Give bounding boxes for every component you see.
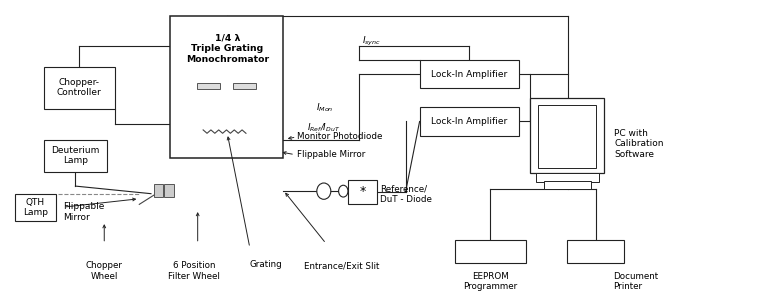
Text: *: * (360, 186, 366, 198)
Text: $\mathit{I}_{Mon}$: $\mathit{I}_{Mon}$ (316, 102, 334, 114)
Bar (544, 181, 591, 189)
Text: Document
Printer: Document Printer (612, 272, 658, 291)
Bar (154, 184, 164, 197)
Ellipse shape (339, 185, 348, 197)
Bar (197, 83, 220, 89)
Text: PC with
Calibration
Software: PC with Calibration Software (614, 129, 664, 159)
Bar (44, 140, 108, 172)
Bar (15, 194, 56, 221)
Bar (567, 240, 623, 263)
Bar (420, 60, 519, 88)
Bar (538, 105, 597, 168)
Text: Chopper
Wheel: Chopper Wheel (86, 261, 122, 281)
Bar (348, 181, 377, 203)
Text: Lock-In Amplifier: Lock-In Amplifier (431, 117, 508, 126)
Text: Entrance/Exit Slit: Entrance/Exit Slit (304, 261, 380, 270)
Text: Monitor Photodiode: Monitor Photodiode (296, 132, 382, 141)
Bar (455, 240, 526, 263)
Text: Grating: Grating (250, 260, 282, 269)
Ellipse shape (317, 183, 331, 199)
Text: $\mathit{I}_{sync}$: $\mathit{I}_{sync}$ (362, 35, 381, 48)
Text: 6 Position
Filter Wheel: 6 Position Filter Wheel (168, 261, 220, 281)
Bar (232, 83, 256, 89)
Bar (537, 173, 599, 182)
Bar (420, 107, 519, 136)
Text: Flippable Mirror: Flippable Mirror (296, 150, 365, 159)
Bar (171, 16, 283, 158)
Text: $\mathit{I}_{Ref}$/$\mathit{I}_{DuT}$: $\mathit{I}_{Ref}$/$\mathit{I}_{DuT}$ (307, 121, 340, 134)
Text: QTH
Lamp: QTH Lamp (23, 198, 48, 217)
Text: EEPROM
Programmer: EEPROM Programmer (463, 272, 518, 291)
Text: Lock-In Amplifier: Lock-In Amplifier (431, 70, 508, 79)
Text: Flippable
Mirror: Flippable Mirror (63, 202, 105, 222)
Text: Chopper-
Controller: Chopper- Controller (57, 78, 101, 97)
Text: 1/4 λ
Triple Grating
Monochromator: 1/4 λ Triple Grating Monochromator (186, 34, 269, 64)
Text: Reference/
DuT - Diode: Reference/ DuT - Diode (380, 185, 432, 204)
Bar (44, 67, 115, 109)
Text: Deuterium
Lamp: Deuterium Lamp (51, 146, 100, 166)
Bar (165, 184, 173, 197)
Bar (530, 98, 605, 173)
